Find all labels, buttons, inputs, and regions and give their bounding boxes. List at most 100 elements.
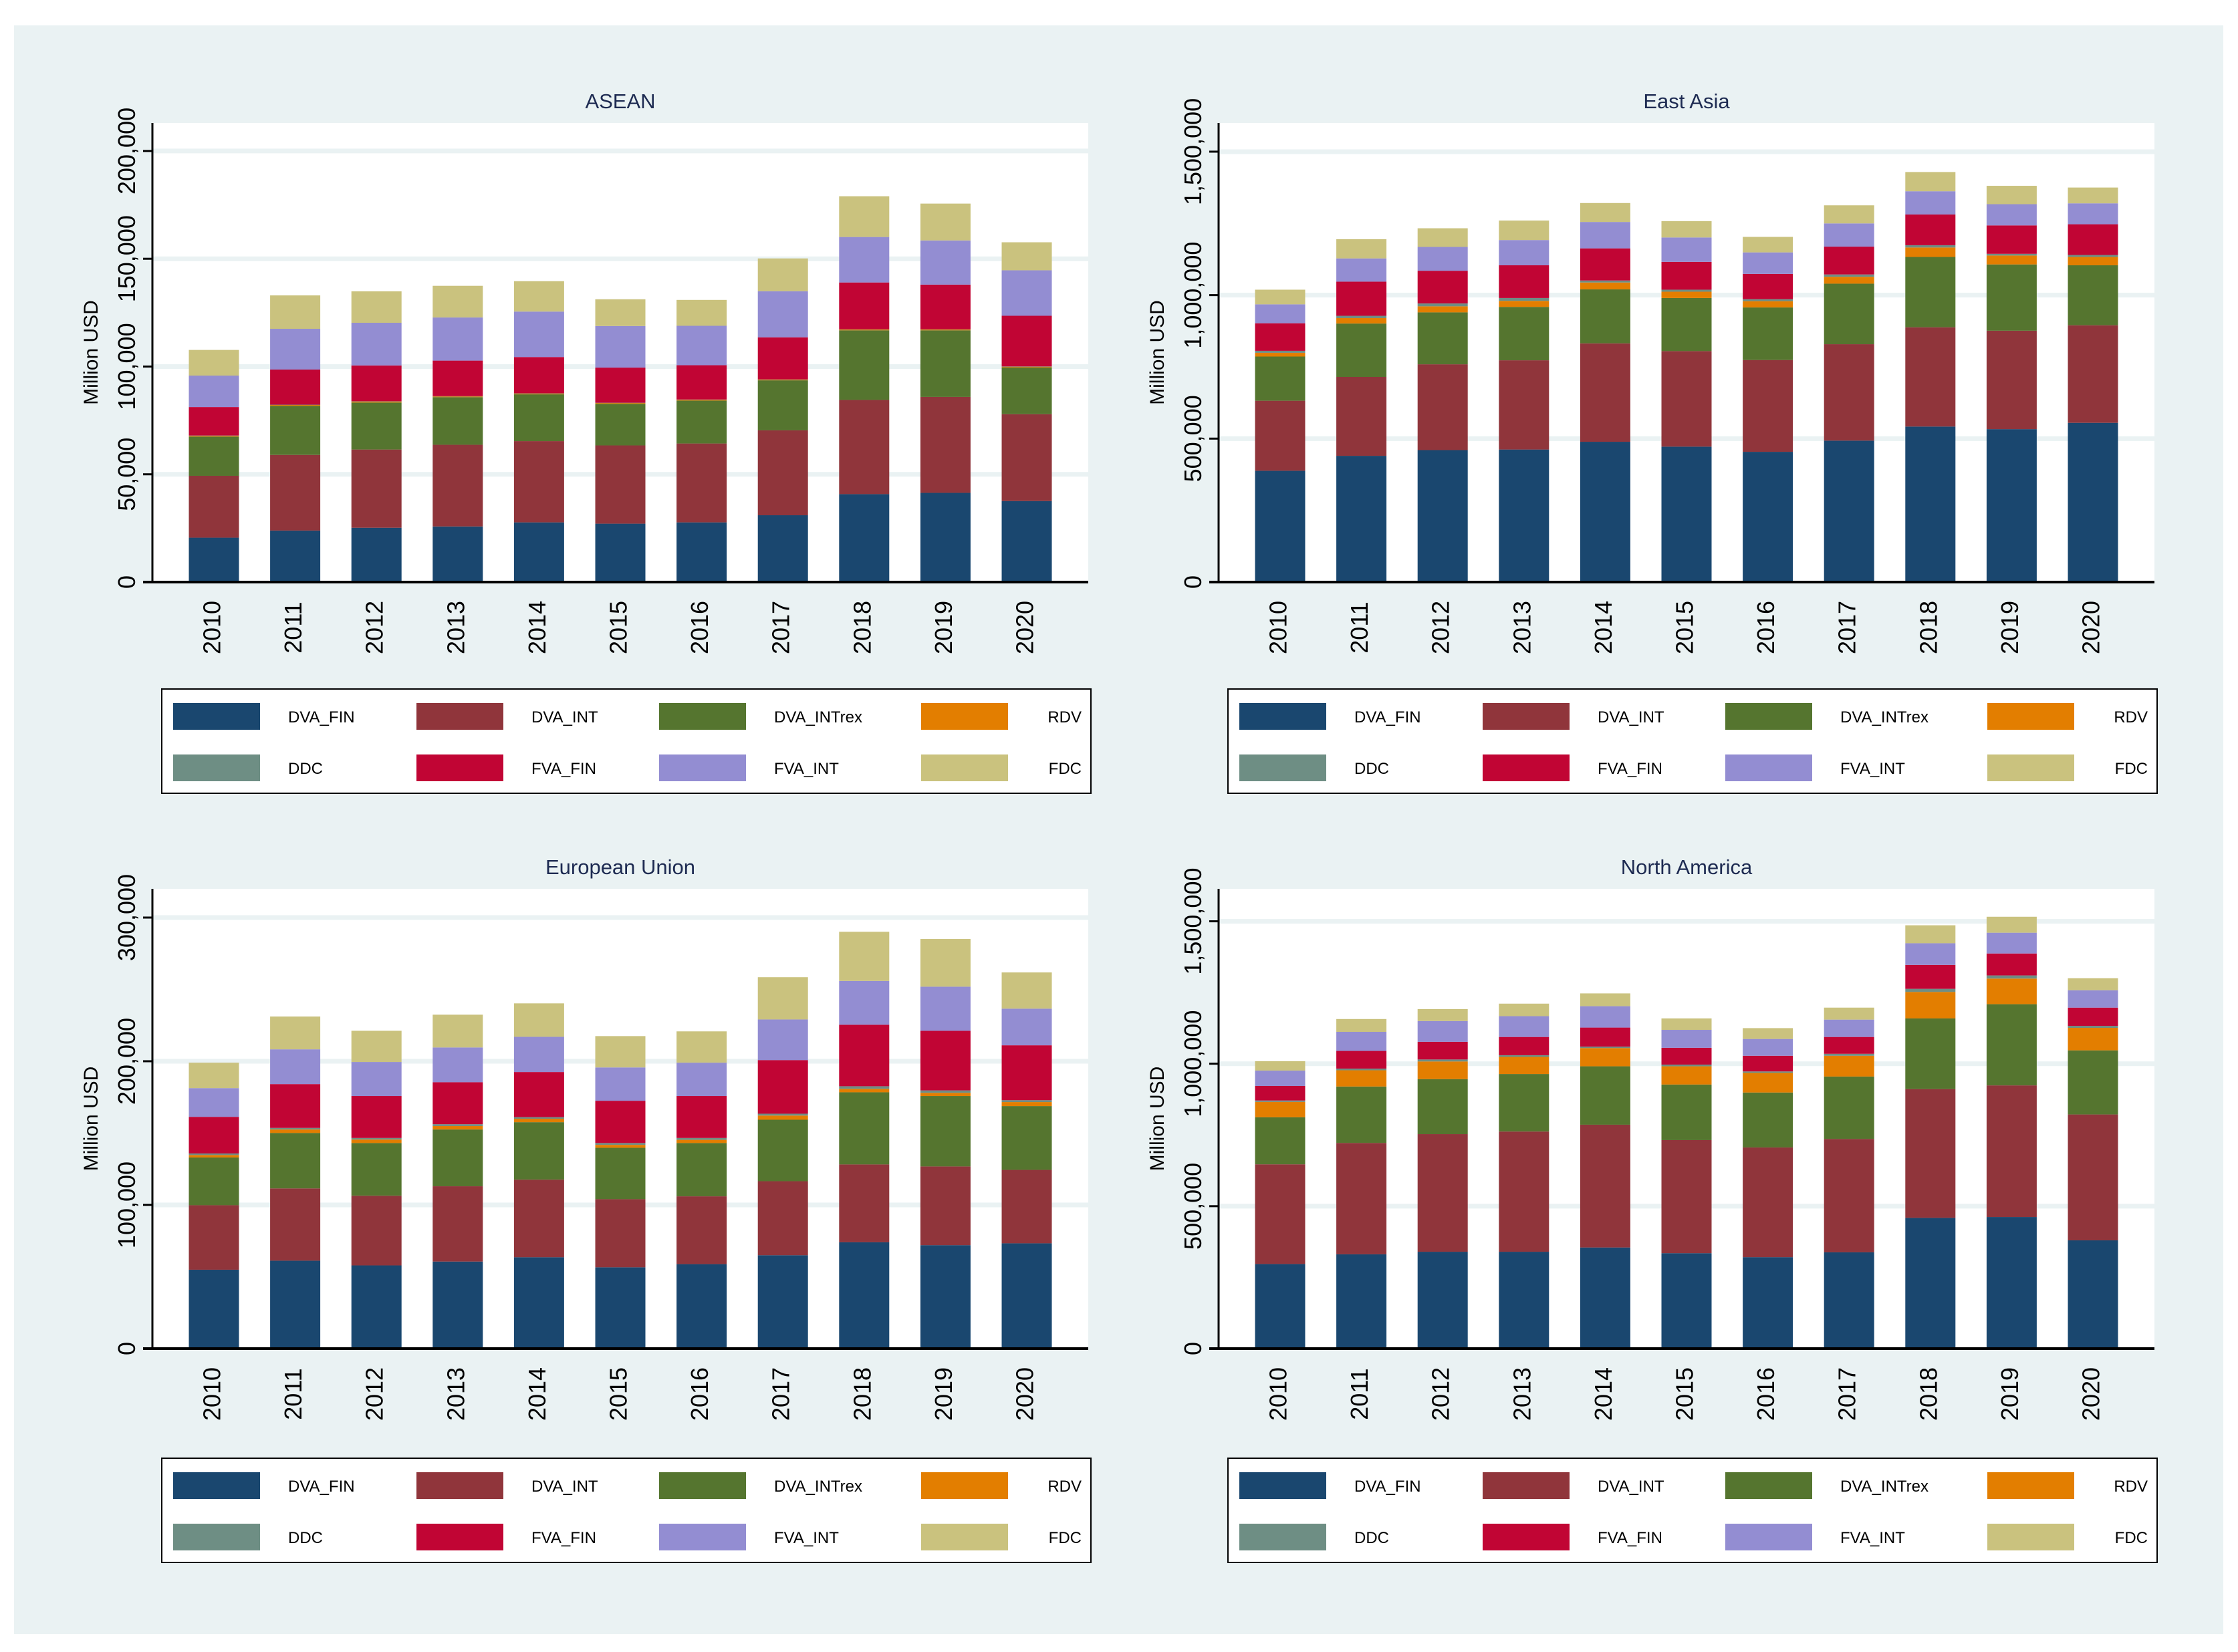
bar-segment-fva-fin-2019 — [1986, 225, 2037, 254]
x-tick-label: 2014 — [523, 1367, 551, 1421]
bar-segment-dva-int-2017 — [757, 430, 808, 516]
bar-segment-fva-fin-2020 — [1001, 1045, 1052, 1101]
bar-segment-dva-fin-2012 — [1417, 1252, 1468, 1349]
bar-segment-rdv-2019 — [920, 1093, 971, 1097]
bar-segment-dva-int-2020 — [2068, 1114, 2118, 1241]
legend-swatch-dva-fin — [173, 1472, 260, 1499]
x-tick-label: 2020 — [1011, 1367, 1039, 1421]
x-tick-label: 2018 — [848, 601, 876, 654]
chart-title: East Asia — [1643, 90, 1730, 113]
y-tick-label: 0 — [113, 575, 140, 589]
bar-segment-fva-fin-2014 — [1580, 248, 1630, 281]
bar-segment-rdv-2018 — [839, 329, 890, 331]
bar-segment-fva-fin-2010 — [189, 1117, 239, 1154]
bar-segment-fva-fin-2010 — [1255, 1085, 1306, 1101]
bar-segment-fva-int-2016 — [1743, 252, 1793, 274]
bar-segment-fva-int-2019 — [920, 240, 971, 285]
bar-segment-dva-intrex-2020 — [2068, 265, 2118, 325]
x-tick-label: 2015 — [1671, 601, 1699, 654]
bar-segment-fva-fin-2013 — [1499, 1037, 1549, 1055]
legend-label: FVA_INT — [1840, 1529, 1905, 1547]
bar-segment-fdc-2017 — [757, 977, 808, 1020]
bar-segment-fdc-2016 — [676, 1031, 727, 1063]
x-tick-label: 2020 — [1011, 601, 1039, 654]
bar-segment-fva-int-2013 — [1499, 240, 1549, 265]
bar-segment-dva-fin-2017 — [757, 1255, 808, 1349]
x-tick-label: 2015 — [605, 1367, 632, 1421]
y-tick-label: 0 — [113, 1342, 140, 1355]
bar-segment-rdv-2014 — [1580, 282, 1630, 290]
bar-segment-ddc-2015 — [1661, 289, 1712, 292]
bar-segment-dva-fin-2020 — [2068, 422, 2118, 582]
bar-segment-fdc-2018 — [1905, 925, 1956, 944]
bar-segment-rdv-2018 — [1905, 992, 1956, 1018]
bar-segment-rdv-2018 — [1905, 247, 1956, 257]
legend-swatch-rdv — [1987, 1472, 2074, 1499]
legend-label: DDC — [1354, 1529, 1389, 1547]
bar-segment-fva-fin-2018 — [1905, 214, 1956, 245]
bar-segment-fdc-2011 — [1336, 1018, 1387, 1032]
bar-segment-fdc-2020 — [1001, 972, 1052, 1009]
bar-segment-fdc-2020 — [1001, 242, 1052, 271]
bar-segment-dva-intrex-2018 — [1905, 1018, 1956, 1089]
bar-segment-fva-fin-2010 — [1255, 323, 1306, 351]
bar-segment-ddc-2015 — [1661, 1065, 1712, 1067]
bar-segment-fva-int-2018 — [1905, 191, 1956, 215]
bar-segment-dva-fin-2014 — [513, 522, 564, 582]
legend-swatch-dva-intrex — [659, 703, 746, 730]
x-tick-label: 2011 — [1346, 1368, 1373, 1419]
bar-segment-fva-fin-2015 — [1661, 261, 1712, 290]
bar-segment-rdv-2020 — [2068, 1028, 2118, 1051]
x-tick-label: 2019 — [1996, 1367, 2023, 1421]
bar-segment-dva-int-2012 — [351, 449, 402, 528]
bar-segment-ddc-2015 — [595, 1143, 646, 1145]
bar-segment-ddc-2020 — [2068, 1026, 2118, 1028]
bar-segment-fdc-2019 — [920, 939, 971, 987]
bar-segment-ddc-2019 — [920, 1090, 971, 1093]
x-tick-label: 2018 — [1914, 601, 1942, 654]
bar-segment-fva-int-2011 — [270, 329, 321, 370]
bar-segment-dva-int-2013 — [1499, 1131, 1549, 1252]
bar-segment-fva-int-2020 — [2068, 203, 2118, 225]
bar-segment-fva-fin-2015 — [1661, 1047, 1712, 1065]
x-tick-label: 2019 — [930, 1367, 957, 1421]
legend-swatch-fva-fin — [1483, 754, 1570, 781]
bar-segment-fva-fin-2012 — [1417, 1041, 1468, 1060]
bar-segment-dva-int-2019 — [1986, 330, 2037, 430]
bar-segment-dva-fin-2016 — [676, 522, 727, 582]
bar-segment-dva-fin-2011 — [270, 1260, 321, 1349]
bar-segment-dva-int-2015 — [1661, 351, 1712, 447]
legend-swatch-dva-int — [1483, 703, 1570, 730]
legend-label: DVA_INTrex — [774, 1478, 862, 1496]
legend-swatch-fdc — [1987, 1524, 2074, 1550]
legend-label: FDC — [2115, 760, 2148, 778]
bar-segment-dva-int-2017 — [1824, 1139, 1874, 1252]
bar-segment-fva-int-2017 — [757, 1019, 808, 1061]
bar-segment-ddc-2018 — [1905, 245, 1956, 248]
bar-segment-dva-intrex-2017 — [757, 380, 808, 430]
bar-segment-dva-intrex-2013 — [1499, 307, 1549, 361]
bar-segment-fva-int-2018 — [839, 237, 890, 283]
bar-segment-fva-fin-2019 — [920, 1030, 971, 1091]
bar-segment-fva-fin-2016 — [1743, 1055, 1793, 1072]
bar-segment-dva-int-2013 — [432, 1186, 483, 1262]
y-axis-title: Million USD — [1146, 1067, 1168, 1172]
bar-segment-dva-int-2016 — [1743, 360, 1793, 452]
y-tick-label: 300,000 — [113, 874, 140, 961]
bar-segment-dva-int-2020 — [1001, 1169, 1052, 1244]
x-tick-label: 2011 — [279, 601, 307, 653]
bar-segment-rdv-2012 — [351, 401, 402, 403]
bar-segment-fdc-2013 — [1499, 1003, 1549, 1016]
bar-segment-dva-int-2020 — [2068, 325, 2118, 423]
bar-segment-rdv-2019 — [1986, 978, 2037, 1004]
bar-segment-dva-fin-2019 — [1986, 429, 2037, 582]
x-tick-label: 2017 — [1834, 1367, 1861, 1421]
bar-segment-fva-fin-2016 — [676, 365, 727, 400]
bar-segment-rdv-2013 — [432, 1125, 483, 1130]
bar-segment-dva-intrex-2019 — [920, 1096, 971, 1167]
legend-label: FVA_INT — [774, 1529, 839, 1547]
chart-panel-east-asia: East Asia 0 500,000 1,000,000 1,500,000 Milli… — [1146, 90, 2158, 794]
bar-segment-fdc-2015 — [1661, 221, 1712, 238]
bar-segment-fva-int-2011 — [1336, 258, 1387, 282]
bar-segment-rdv-2012 — [1417, 1061, 1468, 1079]
